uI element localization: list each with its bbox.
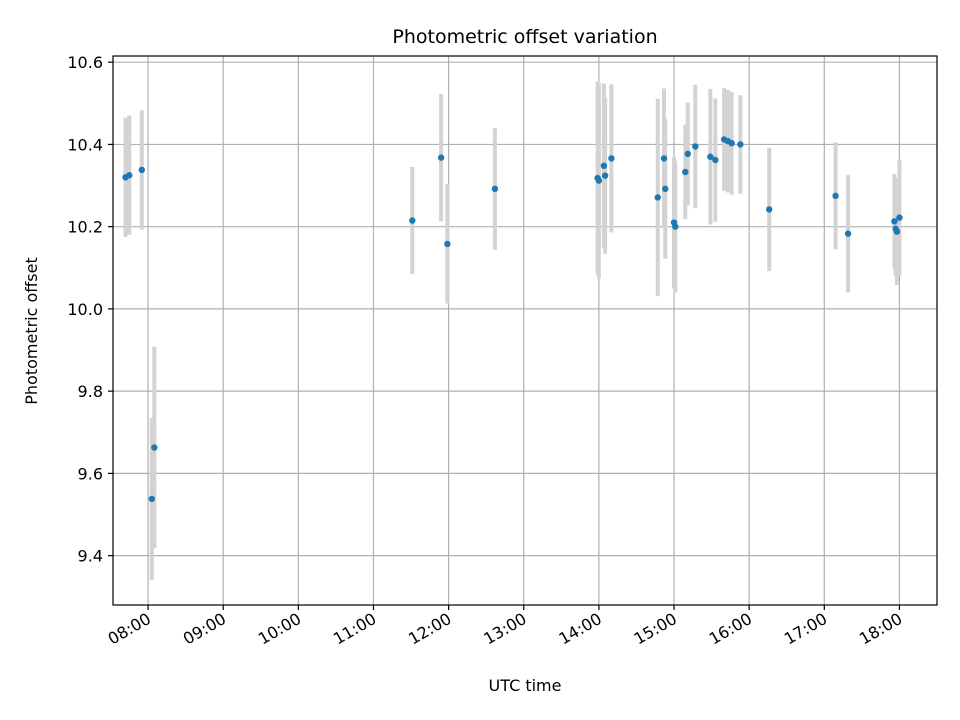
data-point: [126, 172, 133, 179]
data-point: [601, 172, 609, 179]
data-point: [138, 166, 146, 174]
y-tick-label: 10.2: [67, 218, 103, 237]
data-point: [654, 194, 661, 201]
data-point: [660, 155, 668, 162]
data-point: [151, 444, 158, 451]
data-point: [891, 218, 898, 225]
data-point: [896, 214, 903, 221]
y-tick-label: 9.6: [78, 464, 103, 483]
data-point: [737, 141, 744, 148]
data-point: [600, 162, 608, 169]
y-tick-label: 10.4: [67, 135, 103, 154]
x-axis-label: UTC time: [489, 676, 562, 695]
data-point: [707, 153, 714, 160]
data-point: [608, 155, 615, 162]
data-point: [765, 206, 773, 213]
data-point: [409, 217, 416, 224]
data-point: [148, 495, 156, 503]
data-point: [728, 139, 735, 147]
data-point: [712, 156, 719, 164]
y-tick-label: 10.6: [67, 53, 103, 72]
point-layer: [122, 136, 903, 503]
data-point: [692, 143, 699, 150]
data-point: [662, 185, 669, 193]
data-point: [832, 192, 839, 200]
y-tick-label: 10.0: [67, 300, 103, 319]
data-point: [844, 230, 852, 237]
y-tick-label: 9.4: [78, 547, 103, 566]
data-point: [893, 228, 901, 235]
plot-frame: [112, 55, 938, 606]
data-point: [444, 240, 451, 248]
data-point: [491, 185, 499, 193]
y-axis-label: Photometric offset: [22, 257, 41, 405]
y-tick-label: 9.8: [78, 382, 103, 401]
data-point: [437, 154, 445, 161]
chart-title: Photometric offset variation: [392, 26, 657, 48]
grid-layer: [113, 56, 937, 605]
y-tick-layer: 9.4 9.6 9.8 10.0 10.2 10.4 10.6: [67, 53, 113, 566]
data-point: [684, 150, 691, 158]
data-point: [682, 168, 689, 176]
data-point: [595, 177, 603, 184]
data-point: [672, 223, 679, 230]
